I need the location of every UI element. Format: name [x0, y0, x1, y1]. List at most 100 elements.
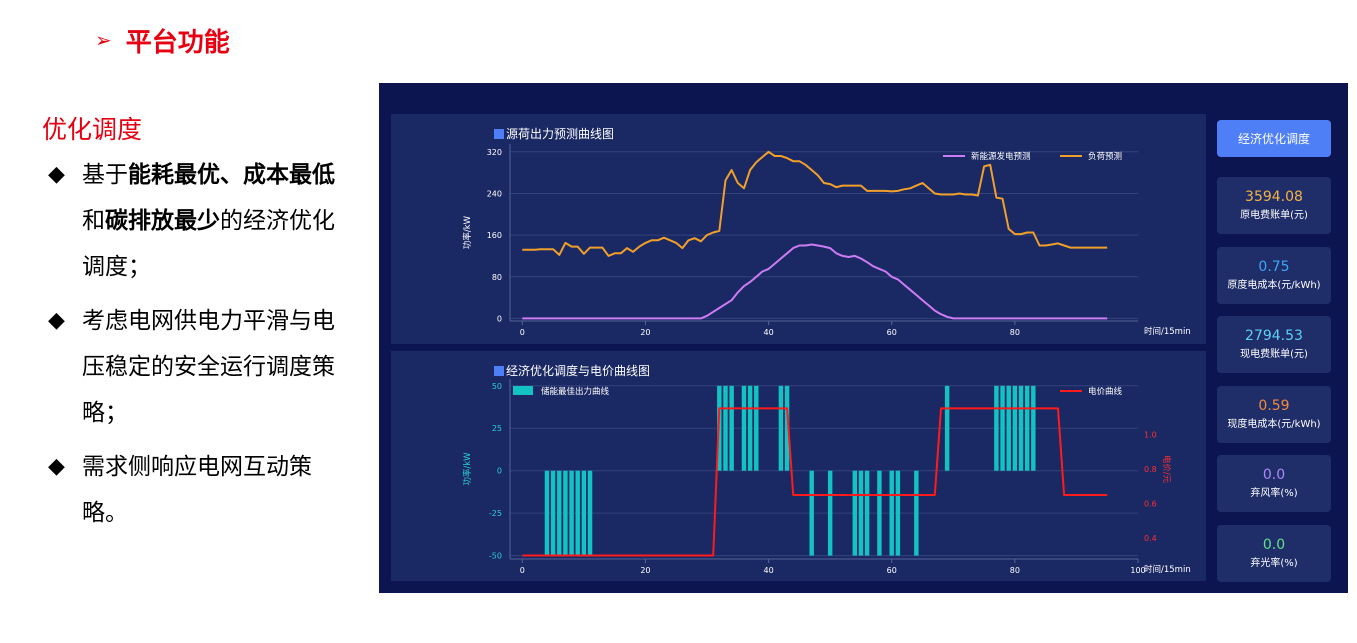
- dashboard-screenshot: 源荷出力预测曲线图 0 80 160 240 320 0 20 40 60 80 时间/15min 功率…: [379, 83, 1348, 593]
- bar-mark: [1018, 385, 1024, 471]
- bar-mark: [784, 385, 790, 471]
- title-marker-icon: [494, 366, 504, 376]
- kpi-label: 弃风率(%): [1250, 488, 1298, 499]
- bar-mark: [1000, 385, 1005, 471]
- bullet-list: ◆ 基于能耗最优、成本最低和碳排放最少的经济优化调度； ◆ 考虑电网供电力平滑与电压稳…: [48, 152, 338, 536]
- kpi-card: 3594.08 原电费账单(元): [1217, 177, 1331, 234]
- y-tick-label: 0: [497, 467, 502, 476]
- forecast-chart: 源荷出力预测曲线图 0 80 160 240 320 0 20 40 60 80 时间/15min 功率…: [462, 127, 1191, 337]
- right-y-axis-label: 电价/元: [1161, 455, 1172, 484]
- kpi-value: 0.59: [1258, 397, 1290, 414]
- kpi-sidebar: 经济优化调度 3594.08 原电费账单(元) 0.75 原度电成本(元/kWh) 27…: [1217, 120, 1331, 582]
- legend-label: 储能最佳出力曲线: [541, 386, 610, 397]
- diamond-bullet-icon: ◆: [48, 454, 65, 479]
- bar-mark: [944, 385, 950, 471]
- series-line: [522, 243, 1108, 320]
- y-axis-label: 功率/kW: [462, 452, 473, 486]
- arrow-icon: ➢: [95, 28, 112, 52]
- bar-mark: [1024, 385, 1030, 471]
- legend-label: 电价曲线: [1088, 386, 1123, 397]
- kpi-card: 2794.53 现电费账单(元): [1217, 316, 1331, 373]
- bullet-item: ◆ 基于能耗最优、成本最低和碳排放最少的经济优化调度；: [48, 152, 338, 290]
- x-tick-label: 20: [640, 328, 650, 337]
- y-tick-label: 80: [492, 273, 502, 282]
- bar-mark: [877, 470, 882, 556]
- slide-title-text: 平台功能: [125, 27, 230, 58]
- bullet-item: ◆ 考虑电网供电力平滑与电压稳定的安全运行调度策略；: [48, 298, 338, 436]
- kpi-label: 现度电成本(元/kWh): [1227, 418, 1321, 430]
- bullet-item: ◆ 需求侧响应电网互动策略。: [48, 444, 338, 536]
- kpi-card: 0.0 弃风率(%): [1217, 455, 1331, 512]
- kpi-value: 0.0: [1262, 467, 1286, 483]
- bullet-emphasis: 能耗最优、成本最低: [128, 161, 335, 188]
- kpi-label: 原度电成本(元/kWh): [1227, 279, 1321, 291]
- bar-mark: [914, 470, 919, 556]
- bar-mark: [729, 385, 734, 471]
- bullet-text: 需求侧响应电网互动策略。: [82, 454, 312, 526]
- y-tick-label: 160: [487, 231, 502, 240]
- x-axis-label: 时间/15min: [1144, 564, 1191, 575]
- section-heading: 优化调度: [42, 115, 143, 144]
- kpi-label: 弃光率(%): [1250, 557, 1298, 569]
- y-tick-label: 0: [497, 314, 502, 323]
- bar-mark: [809, 470, 814, 556]
- kpi-label: 原电费账单(元): [1240, 210, 1308, 221]
- bar-mark: [895, 470, 901, 556]
- bar-mark: [1006, 385, 1011, 471]
- forecast-chart-panel: 源荷出力预测曲线图 0 80 160 240 320 0 20 40 60 80 时间/15min 功率…: [391, 114, 1206, 344]
- bar-mark: [741, 385, 747, 471]
- x-tick-label: 20: [640, 566, 650, 575]
- kpi-label: 现电费账单(元): [1240, 349, 1308, 360]
- diamond-bullet-icon: ◆: [48, 162, 65, 187]
- kpi-card: 0.75 原度电成本(元/kWh): [1217, 246, 1331, 304]
- bar-mark: [587, 470, 593, 556]
- x-tick-label: 80: [1010, 328, 1020, 337]
- bar-mark: [889, 470, 894, 556]
- bar-mark: [723, 385, 728, 471]
- right-y-tick-label: 0.6: [1144, 500, 1157, 509]
- bar-mark: [569, 470, 574, 556]
- bar-mark: [864, 470, 870, 556]
- bar-mark: [550, 470, 556, 556]
- economic-dispatch-button[interactable]: 经济优化调度: [1217, 120, 1331, 157]
- bar-mark: [754, 385, 759, 471]
- chart-title: 源荷出力预测曲线图: [506, 127, 614, 141]
- x-tick-label: 100: [1130, 566, 1145, 575]
- bar-mark: [1012, 385, 1018, 471]
- x-axis-label: 时间/15min: [1144, 326, 1191, 337]
- bullet-text: 和: [82, 208, 105, 234]
- bar-mark: [747, 385, 753, 471]
- x-tick-label: 0: [520, 566, 525, 575]
- slide-title: ➢ 平台功能: [95, 22, 230, 58]
- y-tick-label: 240: [487, 189, 502, 198]
- bar-mark: [563, 470, 568, 556]
- kpi-value: 0.0: [1262, 536, 1286, 553]
- bullet-emphasis: 碳排放最少: [105, 207, 220, 234]
- bullet-text: 基于: [82, 162, 128, 188]
- kpi-card: 0.0 弃光率(%): [1217, 524, 1331, 582]
- bar-mark: [994, 385, 999, 471]
- title-marker-icon: [494, 129, 504, 139]
- bullet-text: 的经济优化调度；: [82, 208, 335, 280]
- series-line: [522, 150, 1108, 257]
- right-y-tick-label: 0.8: [1144, 465, 1157, 474]
- right-y-tick-label: 0.4: [1144, 534, 1157, 543]
- legend-label: 新能源发电预测: [971, 151, 1031, 162]
- y-tick-label: 50: [492, 382, 502, 391]
- dispatch-chart: 经济优化调度与电价曲线图 -50 -25 0 25 50 0 20 40 60 80 100时间/15…: [462, 363, 1191, 575]
- kpi-value: 2794.53: [1245, 328, 1303, 344]
- bar-mark: [581, 470, 587, 556]
- x-tick-label: 60: [887, 566, 897, 575]
- bar-mark: [557, 470, 562, 556]
- bar-mark: [827, 470, 833, 556]
- legend-label: 负荷预测: [1088, 151, 1122, 162]
- right-y-tick-label: 1.0: [1144, 430, 1157, 439]
- dispatch-chart-panel: 经济优化调度与电价曲线图 -50 -25 0 25 50 0 20 40 60 80 100 时间/15…: [391, 351, 1206, 581]
- bar-mark: [858, 470, 864, 556]
- bar-mark: [575, 470, 580, 556]
- bar-mark: [544, 470, 550, 556]
- bar-mark: [1031, 385, 1036, 471]
- y-tick-label: 320: [487, 148, 502, 157]
- series-line: [522, 407, 1108, 557]
- diamond-bullet-icon: ◆: [48, 308, 65, 333]
